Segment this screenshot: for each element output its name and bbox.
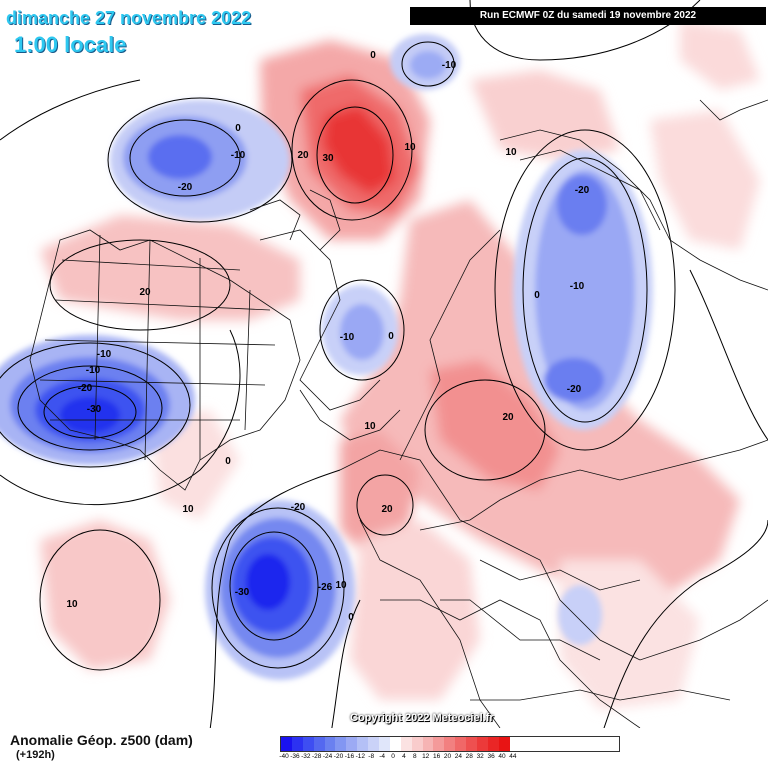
color-scale-swatches [280, 736, 620, 752]
contour-label: -30 [87, 404, 102, 415]
contour-label: 20 [502, 412, 514, 423]
legend-tick-label: 36 [487, 753, 495, 760]
contour-label: 10 [335, 580, 347, 591]
contour-label: -20 [291, 502, 306, 513]
legend-swatch [487, 737, 499, 751]
legend-swatch [281, 737, 292, 751]
legend-swatch [400, 737, 412, 751]
legend-swatch [411, 737, 423, 751]
contour-label: 10 [364, 421, 376, 432]
legend-swatch [389, 737, 401, 751]
contour-label: 10 [505, 147, 517, 158]
legend-swatch [498, 737, 510, 751]
copyright-text: Copyright 2022 Meteociel.fr [350, 712, 494, 724]
legend-swatch [313, 737, 325, 751]
legend-tick-label: -12 [355, 753, 365, 760]
coastlines [29, 99, 768, 728]
contour-labels: 0 -10 0 -10 -20 20 30 10 10 -20 20 0 -10 -10 0 -10 -10 -2… [66, 50, 589, 623]
contour-label: 10 [66, 599, 78, 610]
geopotential-anomaly-map: 0 -10 0 -10 -20 20 30 10 10 -20 20 0 -10 -10 0 -10 -10 -2… [0, 0, 768, 728]
contour-label: -10 [442, 60, 457, 71]
contour-label: -10 [231, 150, 246, 161]
forecast-lead-time: (+192h) [16, 749, 55, 761]
contour-label: 10 [182, 504, 194, 515]
legend-tick-label: 20 [443, 753, 452, 760]
contour-label: 0 [348, 612, 354, 623]
forecast-time: 1:00 locale [14, 32, 127, 57]
contour-label: -20 [78, 383, 93, 394]
contour-label: -10 [570, 281, 585, 292]
legend-swatch [324, 737, 336, 751]
legend-tick-label: 12 [422, 753, 430, 760]
legend-tick-label: -36 [290, 753, 300, 760]
legend-tick-label: 16 [432, 753, 441, 760]
forecast-date: dimanche 27 novembre 2022 [6, 8, 252, 28]
model-run-banner: Run ECMWF 0Z du samedi 19 novembre 2022 [410, 7, 766, 25]
legend-swatch [357, 737, 369, 751]
contour-label: -20 [575, 185, 590, 196]
legend-swatch [291, 737, 303, 751]
legend-tick-label: 32 [476, 753, 484, 760]
contour-label: 0 [534, 290, 540, 301]
legend-tick-label: 24 [454, 753, 463, 760]
contour-label: -20 [178, 182, 193, 193]
legend-tick-label: -28 [311, 753, 322, 760]
negative-anomaly-areas [0, 34, 653, 680]
legend-swatch [455, 737, 467, 751]
contour-label: 0 [370, 50, 376, 61]
contour-label: 20 [297, 150, 309, 161]
contour-label: 30 [322, 153, 334, 164]
legend-tick-label: -24 [322, 753, 333, 760]
contour-label: 20 [381, 504, 393, 515]
legend-tick-label: -20 [333, 753, 344, 760]
legend-tick-label: 44 [509, 753, 517, 760]
contour-label: 20 [139, 287, 151, 298]
legend-swatch [466, 737, 478, 751]
legend-tick-label: 8 [412, 753, 417, 760]
contour-label: -30 [235, 587, 250, 598]
legend-swatch [433, 737, 445, 751]
contour-label: 0 [235, 123, 241, 134]
legend-swatch [422, 737, 434, 751]
map-field-title: Anomalie Géop. z500 (dam) [10, 732, 193, 748]
legend-tick-label: 28 [465, 753, 473, 760]
contour-label: 0 [225, 456, 231, 467]
legend-tick-label: 4 [402, 753, 406, 760]
color-scale-ticks: -40 -36 -32 -28 -24 -20 -16 -12 -8 -4 0 4 8 12 16 20 24 2… [279, 752, 620, 764]
contour-label: -10 [86, 365, 101, 376]
contour-label: -10 [340, 332, 355, 343]
contour-label: -20 [567, 384, 582, 395]
legend-swatch [368, 737, 380, 751]
color-scale-legend: -40 -36 -32 -28 -24 -20 -16 -12 -8 -4 0 4 8 12 16 20 24 2… [279, 736, 620, 764]
legend-tick-label: -4 [379, 753, 385, 760]
contour-label: -10 [97, 349, 112, 360]
contour-label: 10 [404, 142, 416, 153]
contour-label: -26 [318, 582, 333, 593]
legend-swatch [346, 737, 358, 751]
legend-swatch [302, 737, 314, 751]
contour-label: 0 [388, 331, 394, 342]
legend-swatch [379, 737, 390, 751]
legend-tick-label: -40 [279, 753, 289, 760]
legend-tick-label: -16 [344, 753, 355, 760]
legend-tick-label: -8 [368, 753, 375, 760]
legend-swatch [477, 737, 488, 751]
contour-lines [0, 0, 768, 728]
legend-tick-label: 40 [498, 753, 506, 760]
legend-tick-label: -32 [301, 753, 311, 760]
legend-swatch [335, 737, 347, 751]
legend-swatch [444, 737, 456, 751]
legend-tick-label: 0 [391, 753, 395, 760]
